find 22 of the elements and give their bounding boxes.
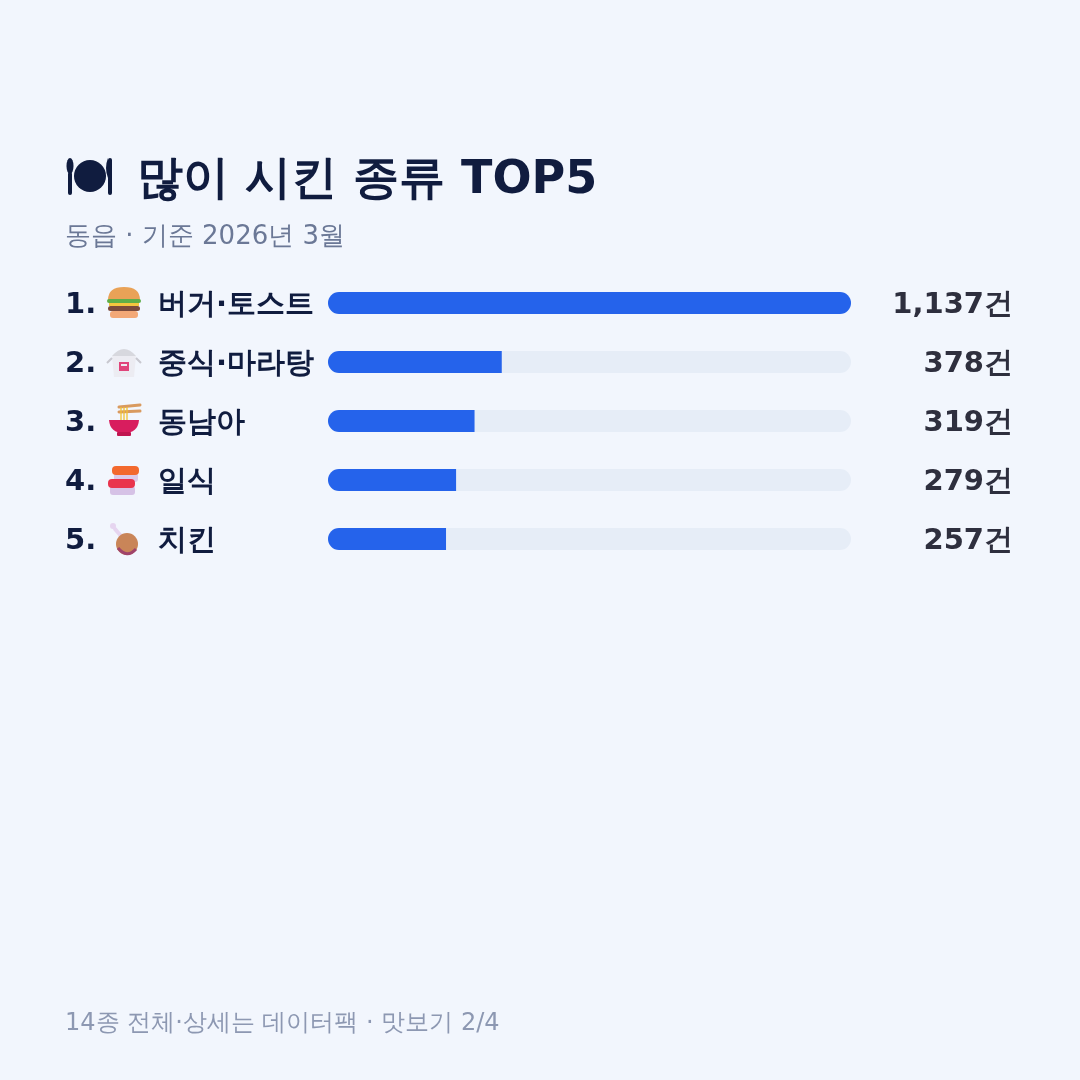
data-label: 257건 xyxy=(923,522,1013,556)
data-label: 279건 xyxy=(923,463,1013,497)
category-label: 1. 버거·토스트 xyxy=(65,286,315,320)
category-label: 3. 동남아 xyxy=(65,404,245,438)
category-label: 5. 치킨 xyxy=(65,522,216,556)
bar xyxy=(446,528,851,550)
bar xyxy=(501,351,851,373)
data-label: 378건 xyxy=(923,345,1013,379)
bar xyxy=(328,292,851,314)
bar xyxy=(328,351,502,373)
chart-subtitle: 동읍 · 기준 2026년 3월 xyxy=(65,220,346,250)
text: 14종 전체·상세는 데이터팩 · 맛보기 2/4 xyxy=(65,1008,500,1036)
category-label: 4. 일식 xyxy=(65,463,216,497)
category-label: 2. 중식·마라탕 xyxy=(65,345,315,379)
bar xyxy=(328,528,447,550)
bar xyxy=(474,410,851,432)
bar xyxy=(456,469,851,491)
bar xyxy=(328,469,457,491)
chart-title: 많이 시킨 종류 TOP5 xyxy=(137,150,598,204)
bar xyxy=(328,410,475,432)
data-label: 1,137건 xyxy=(892,286,1013,320)
data-label: 319건 xyxy=(923,404,1013,438)
